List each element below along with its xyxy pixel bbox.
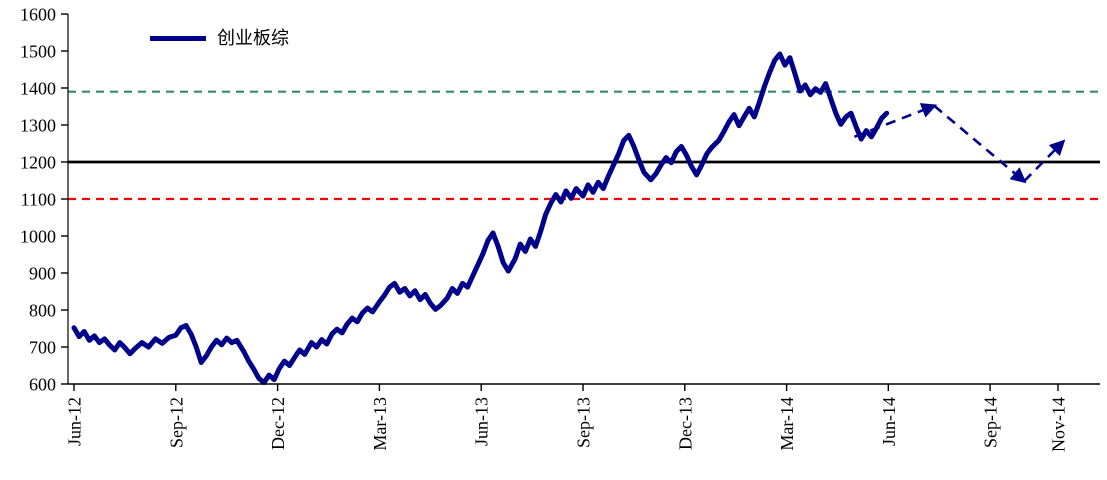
- x-tick-label: Sep-14: [981, 397, 1001, 448]
- x-tick-label: Mar-13: [370, 397, 390, 451]
- y-tick-label: 1500: [20, 42, 56, 62]
- x-tick-label: Sep-12: [166, 397, 186, 448]
- y-tick-label: 1600: [20, 5, 56, 25]
- forecast-arrow-1: [853, 103, 938, 139]
- legend: 创业板综: [150, 29, 289, 47]
- y-tick-label: 700: [29, 338, 56, 358]
- x-tick-label: Dec-13: [675, 397, 695, 450]
- legend-label: 创业板综: [217, 28, 289, 48]
- y-tick-label: 1000: [20, 227, 56, 247]
- x-tick-label: Jun-12: [65, 397, 85, 446]
- y-tick-label: 900: [29, 264, 56, 284]
- x-tick-label: Mar-14: [777, 397, 797, 451]
- y-tick-label: 800: [29, 301, 56, 321]
- y-tick-label: 1100: [21, 190, 56, 210]
- y-tick-label: 1300: [20, 116, 56, 136]
- x-tick-label: Jun-13: [472, 397, 492, 446]
- legend-line-marker: [150, 35, 206, 41]
- x-tick-label: Sep-13: [574, 397, 594, 448]
- forecast-arrow-2: [933, 104, 1027, 184]
- forecast-arrow-3: [1023, 139, 1066, 183]
- x-tick-label: Dec-12: [268, 397, 288, 450]
- y-tick-label: 600: [29, 375, 56, 395]
- x-tick-label: Nov-14: [1049, 397, 1069, 452]
- x-tick-label: Jun-14: [879, 397, 899, 446]
- y-tick-label: 1400: [20, 79, 56, 99]
- y-tick-label: 1200: [20, 153, 56, 173]
- price-line: [71, 51, 890, 385]
